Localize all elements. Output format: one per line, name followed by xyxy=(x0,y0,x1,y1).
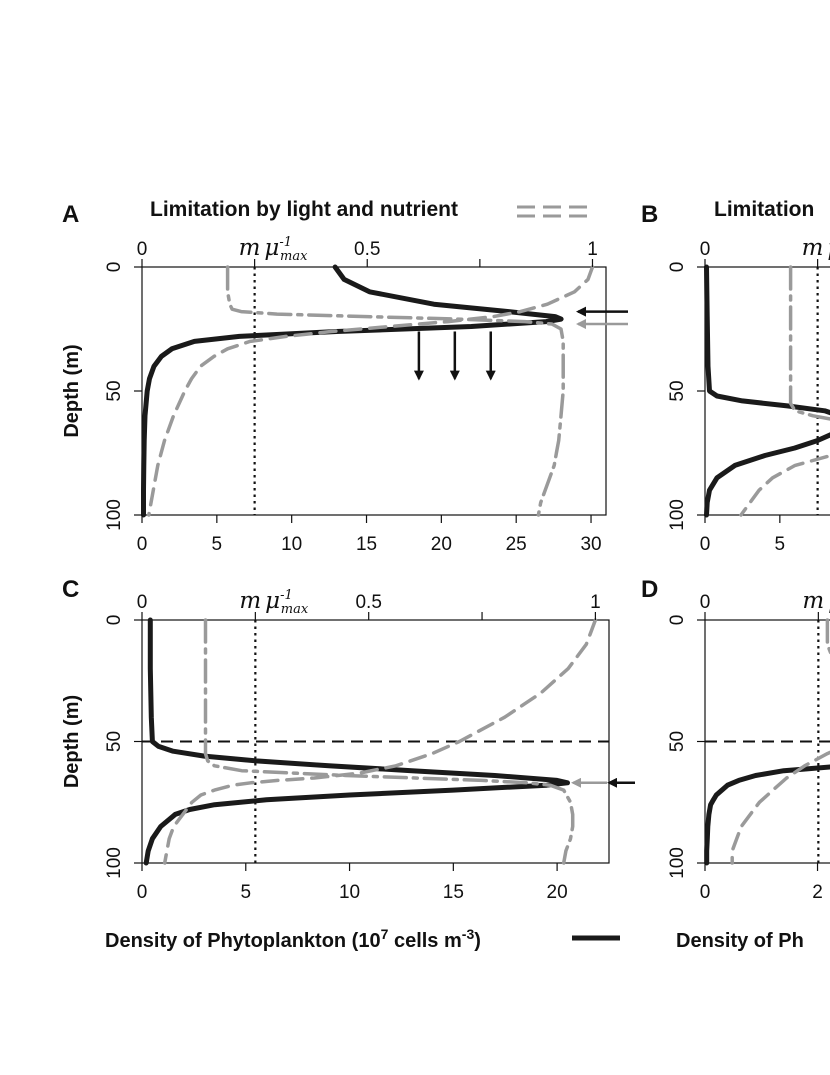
x-tick-label-d: 2 xyxy=(812,882,823,903)
x-tick-label-a: 5 xyxy=(212,534,223,555)
nutrient-limitation-curve-b xyxy=(739,453,830,517)
density-curve-b xyxy=(704,264,830,518)
m-mu-max-label-a: m μ-1 max xyxy=(239,235,309,264)
plot-frame-a xyxy=(141,266,607,516)
y-tick-label-b: 100 xyxy=(667,499,688,531)
x-tick-label-d: 0 xyxy=(700,882,711,903)
top-tick-label-a: 1 xyxy=(587,239,598,260)
plot-frame-b xyxy=(704,266,830,516)
density-curve-d xyxy=(704,764,830,866)
top-tick-label-c: 0 xyxy=(137,592,148,613)
limitation-legend-label-b: Limitation xyxy=(714,198,814,221)
y-tick-label-a: 50 xyxy=(104,380,125,401)
y-tick-label-d: 100 xyxy=(667,847,688,879)
light-limitation-curve-b xyxy=(788,265,830,421)
panel-letter-b: B xyxy=(641,201,658,228)
x-tick-label-c: 0 xyxy=(137,882,148,903)
panel-letter-a: A xyxy=(62,201,79,228)
density-legend-label-d: Density of Ph xyxy=(676,930,804,952)
nutrient-limitation-curve-d xyxy=(730,750,830,865)
density-curve-c xyxy=(143,617,570,866)
x-tick-label-a: 20 xyxy=(431,534,452,555)
x-tick-label-b: 5 xyxy=(775,534,786,555)
y-tick-label-d: 50 xyxy=(667,731,688,752)
top-tick-label-b: 0 xyxy=(700,239,711,260)
x-tick-label-c: 10 xyxy=(339,882,360,903)
density-curve-a xyxy=(141,264,564,518)
x-tick-label-a: 25 xyxy=(506,534,527,555)
y-tick-label-c: 0 xyxy=(104,615,125,626)
y-axis-label-a: Depth (m) xyxy=(61,344,83,437)
y-tick-label-b: 50 xyxy=(667,380,688,401)
top-tick-label-d: 0 xyxy=(700,592,711,613)
x-tick-label-c: 15 xyxy=(443,882,464,903)
panel-letter-c: C xyxy=(62,576,79,603)
y-tick-label-a: 100 xyxy=(104,499,125,531)
y-tick-label-c: 100 xyxy=(104,847,125,879)
nutrient-limitation-curve-c xyxy=(162,618,598,865)
top-tick-label-a: 0.5 xyxy=(354,239,380,260)
y-tick-label-c: 50 xyxy=(104,731,125,752)
x-tick-label-c: 5 xyxy=(240,882,251,903)
y-tick-label-d: 0 xyxy=(667,615,688,626)
x-tick-label-a: 30 xyxy=(580,534,601,555)
panel-c: 0 50 100 0 5 10 15 20 0 0.5 1 m μ-1 max Depth (m) xyxy=(61,588,635,903)
light-limitation-curve-a xyxy=(225,265,565,517)
x-tick-label-b: 0 xyxy=(700,534,711,555)
density-legend-label: Density of Phytoplankton (107 cells m-3) xyxy=(105,926,481,952)
x-tick-label-a: 15 xyxy=(356,534,377,555)
y-axis-label-c: Depth (m) xyxy=(61,695,83,788)
x-tick-label-c: 20 xyxy=(547,882,568,903)
top-tick-label-c: 0.5 xyxy=(355,592,381,613)
m-mu-max-label-c: m μ-1 max xyxy=(239,588,309,617)
panel-a: 0 50 100 0 5 10 15 20 25 30 0 0.5 1 m μ-1 max Depth (m) xyxy=(61,235,628,555)
light-limitation-curve-c xyxy=(203,618,575,865)
panel-letter-d: D xyxy=(641,576,658,603)
limitation-legend-label: Limitation by light and nutrient xyxy=(150,198,458,221)
x-tick-label-a: 10 xyxy=(281,534,302,555)
y-tick-label-b: 0 xyxy=(667,262,688,273)
y-tick-label-a: 0 xyxy=(104,262,125,273)
top-tick-label-a: 0 xyxy=(137,239,148,260)
light-limitation-curve-d xyxy=(825,618,830,657)
top-tick-label-c: 1 xyxy=(590,592,601,613)
x-tick-label-a: 0 xyxy=(137,534,148,555)
nutrient-limitation-curve-a xyxy=(147,265,595,517)
